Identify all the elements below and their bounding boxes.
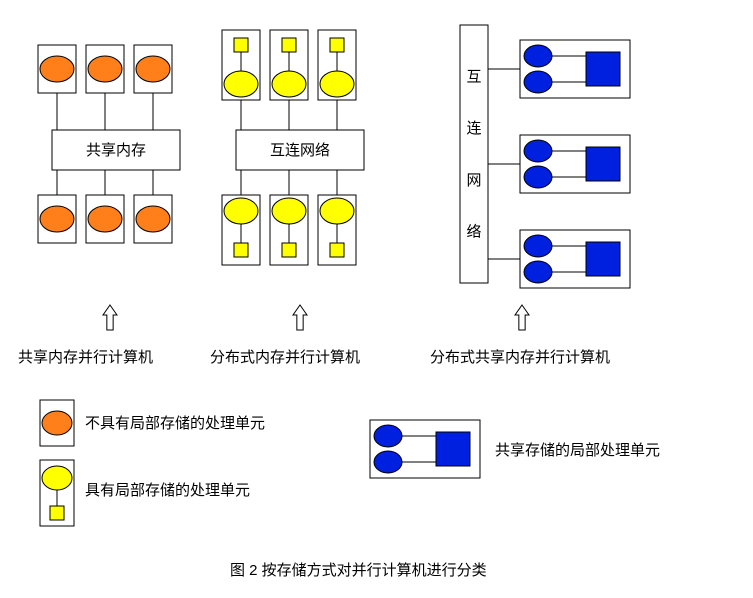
node-ellipse (524, 166, 552, 188)
legend-yellow-text: 具有局部存储的处理单元 (85, 482, 250, 499)
up-arrow-icon (293, 305, 307, 330)
legend-blue-square (436, 432, 470, 466)
up-arrow-icon (515, 305, 529, 330)
proc-ellipse (136, 206, 170, 232)
node-ellipse (524, 235, 552, 257)
caption-a: 共享内存并行计算机 (18, 348, 153, 366)
proc-ellipse (272, 198, 306, 224)
local-store (282, 243, 296, 257)
node-shared-store (586, 147, 620, 181)
proc-ellipse (88, 56, 122, 82)
legend-yellow-square (50, 506, 64, 520)
interconnect-label: 互连网络 (270, 142, 330, 159)
interconnect-char: 网 (466, 172, 481, 189)
local-store (330, 243, 344, 257)
node-ellipse (524, 261, 552, 283)
local-store (234, 243, 248, 257)
proc-ellipse (320, 71, 354, 97)
diagram-canvas: 共享内存互连网络互连网络共享内存并行计算机分布式内存并行计算机分布式共享内存并行… (0, 0, 753, 598)
local-store (330, 38, 344, 52)
figure-caption: 图 2 按存储方式对并行计算机进行分类 (230, 561, 487, 579)
proc-ellipse (224, 198, 258, 224)
legend-orange-ellipse (42, 411, 72, 435)
local-store (282, 38, 296, 52)
caption-c: 分布式共享内存并行计算机 (430, 348, 610, 366)
node-ellipse (524, 71, 552, 93)
node-ellipse (524, 140, 552, 162)
legend-orange-text: 不具有局部存储的处理单元 (85, 415, 265, 432)
vertical-interconnect (460, 25, 488, 283)
interconnect-char: 连 (466, 120, 481, 137)
proc-ellipse (272, 71, 306, 97)
proc-ellipse (136, 56, 170, 82)
up-arrow-icon (103, 305, 117, 330)
proc-ellipse (224, 71, 258, 97)
caption-b: 分布式内存并行计算机 (210, 348, 360, 366)
proc-ellipse (320, 198, 354, 224)
proc-ellipse (40, 56, 74, 82)
legend-blue-ellipse (374, 425, 402, 447)
interconnect-char: 络 (466, 223, 481, 240)
proc-ellipse (40, 206, 74, 232)
node-shared-store (586, 242, 620, 276)
node-shared-store (586, 52, 620, 86)
legend-yellow-ellipse (42, 466, 72, 490)
node-ellipse (524, 45, 552, 67)
local-store (234, 38, 248, 52)
proc-ellipse (88, 206, 122, 232)
shared-memory-label: 共享内存 (86, 142, 146, 159)
interconnect-char: 互 (466, 69, 481, 86)
legend-blue-text: 共享存储的局部处理单元 (495, 442, 660, 459)
legend-blue-ellipse (374, 451, 402, 473)
